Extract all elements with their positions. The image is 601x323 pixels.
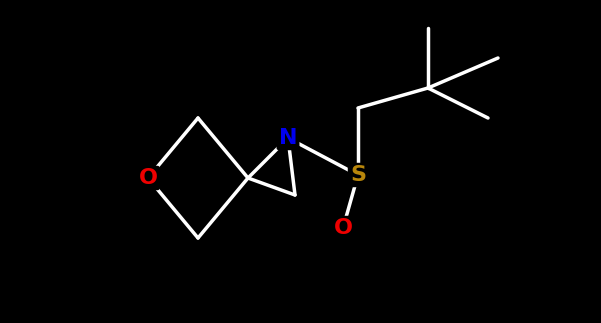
Text: N: N — [279, 128, 297, 148]
Text: O: O — [138, 168, 157, 188]
Text: S: S — [350, 165, 366, 185]
Text: O: O — [334, 218, 353, 238]
